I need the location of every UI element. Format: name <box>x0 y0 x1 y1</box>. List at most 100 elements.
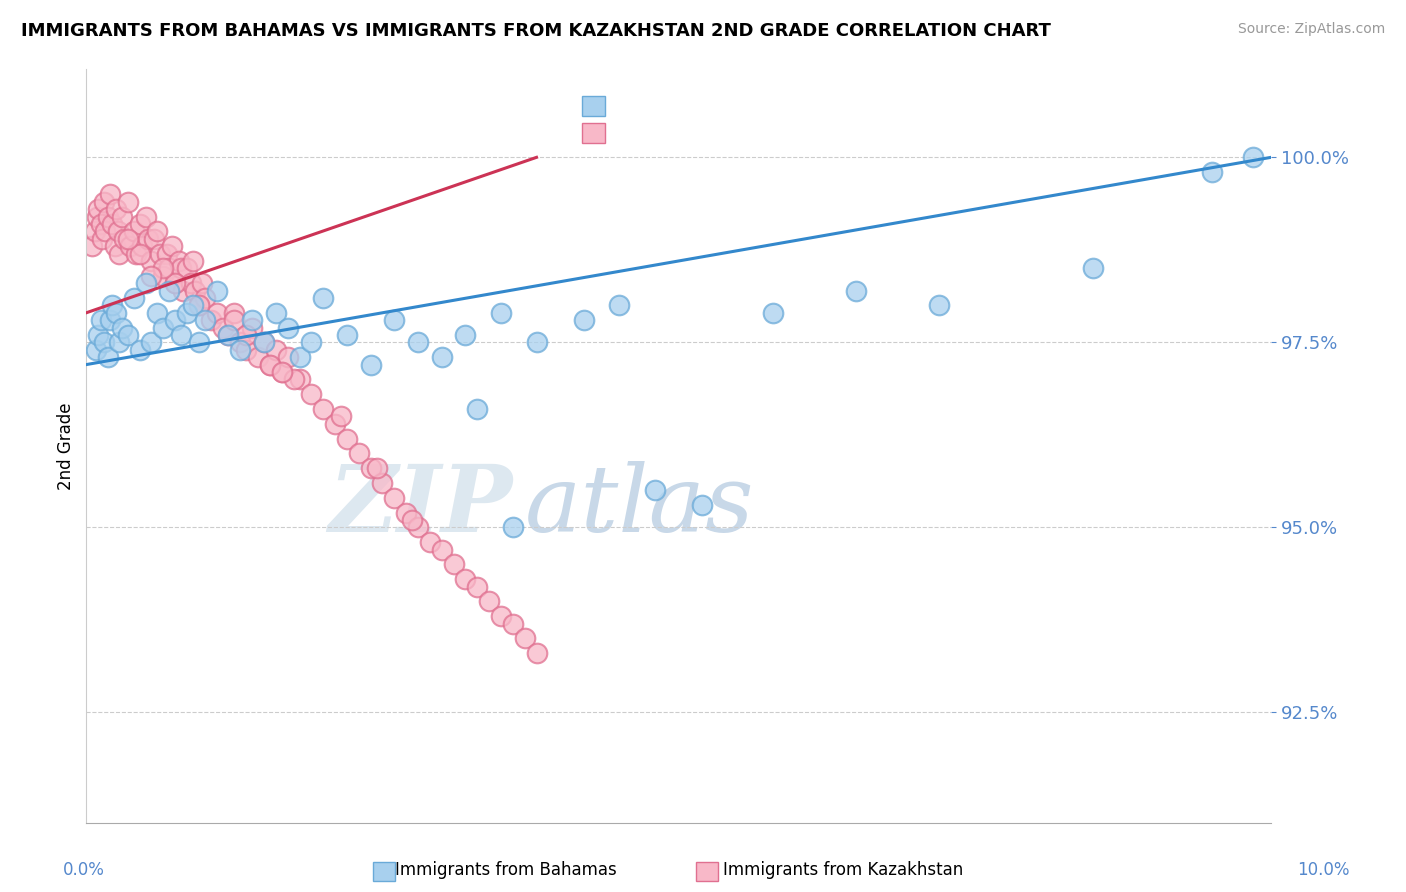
Point <box>336 432 359 446</box>
Point <box>107 224 129 238</box>
Point <box>211 320 233 334</box>
Point <box>167 254 190 268</box>
Point <box>330 409 353 424</box>
Point <box>502 616 524 631</box>
Point <box>108 246 131 260</box>
Point <box>94 224 117 238</box>
Point <box>312 291 335 305</box>
Point <box>191 276 214 290</box>
Point <box>253 335 276 350</box>
Point <box>1201 165 1223 179</box>
Point <box>336 328 359 343</box>
Point <box>224 306 246 320</box>
Point <box>489 609 512 624</box>
Point <box>165 276 187 290</box>
Point <box>141 335 163 350</box>
Point <box>172 284 194 298</box>
Point <box>112 232 135 246</box>
Point <box>259 358 281 372</box>
Point <box>1083 261 1105 276</box>
Point <box>264 306 287 320</box>
Point <box>513 632 536 646</box>
Text: IMMIGRANTS FROM BAHAMAS VS IMMIGRANTS FROM KAZAKHSTAN 2ND GRADE CORRELATION CHAR: IMMIGRANTS FROM BAHAMAS VS IMMIGRANTS FR… <box>21 22 1050 40</box>
Point <box>200 313 222 327</box>
Point <box>128 246 150 260</box>
Point <box>89 217 111 231</box>
Point <box>181 298 204 312</box>
Point <box>181 254 204 268</box>
Point <box>104 239 127 253</box>
Point <box>89 313 111 327</box>
Point <box>184 284 207 298</box>
Point <box>122 224 145 238</box>
Text: Immigrants from Kazakhstan: Immigrants from Kazakhstan <box>724 861 963 879</box>
Point <box>465 580 488 594</box>
Point <box>419 535 441 549</box>
Point <box>101 217 124 231</box>
Point <box>125 246 148 260</box>
Point <box>141 268 163 283</box>
Point <box>98 187 121 202</box>
Point <box>283 372 305 386</box>
Point <box>176 306 198 320</box>
Point <box>84 343 107 357</box>
Point <box>382 491 405 505</box>
Text: atlas: atlas <box>524 461 754 551</box>
Point <box>165 313 187 327</box>
Point <box>259 358 281 372</box>
Point <box>217 328 239 343</box>
Point <box>135 276 157 290</box>
Point <box>1241 150 1264 164</box>
Point <box>526 646 548 660</box>
Point <box>299 387 322 401</box>
Point <box>156 246 179 260</box>
Point <box>253 335 276 350</box>
Point <box>170 328 193 343</box>
Point <box>430 350 453 364</box>
Point <box>312 402 335 417</box>
Point <box>187 335 209 350</box>
Point <box>101 298 124 312</box>
Point <box>502 520 524 534</box>
Point <box>90 232 112 246</box>
Point <box>152 268 174 283</box>
Point <box>146 306 169 320</box>
Text: Immigrants from Bahamas: Immigrants from Bahamas <box>395 861 617 879</box>
Point <box>135 210 157 224</box>
Point <box>229 343 252 357</box>
Point <box>131 239 153 253</box>
Point <box>122 291 145 305</box>
Point <box>187 298 209 312</box>
Point <box>141 254 163 268</box>
Point <box>240 313 263 327</box>
Point <box>454 572 477 586</box>
Point <box>247 350 270 364</box>
Point <box>170 261 193 276</box>
Point <box>194 291 217 305</box>
Point <box>572 313 595 327</box>
Point <box>157 261 180 276</box>
Point <box>108 335 131 350</box>
Text: ZIP: ZIP <box>329 461 513 551</box>
Point <box>270 365 292 379</box>
Point <box>277 320 299 334</box>
Point <box>180 276 202 290</box>
Point <box>149 246 172 260</box>
Point <box>401 513 423 527</box>
Point <box>489 306 512 320</box>
Point <box>98 313 121 327</box>
Point <box>87 328 110 343</box>
Point <box>128 217 150 231</box>
Point <box>288 372 311 386</box>
Point <box>454 328 477 343</box>
Point <box>160 239 183 253</box>
Point <box>277 350 299 364</box>
Point <box>146 224 169 238</box>
Point <box>157 284 180 298</box>
Point <box>845 284 868 298</box>
Y-axis label: 2nd Grade: 2nd Grade <box>58 402 75 490</box>
Point <box>87 202 110 216</box>
Point <box>928 298 950 312</box>
Point <box>229 335 252 350</box>
Point <box>104 306 127 320</box>
